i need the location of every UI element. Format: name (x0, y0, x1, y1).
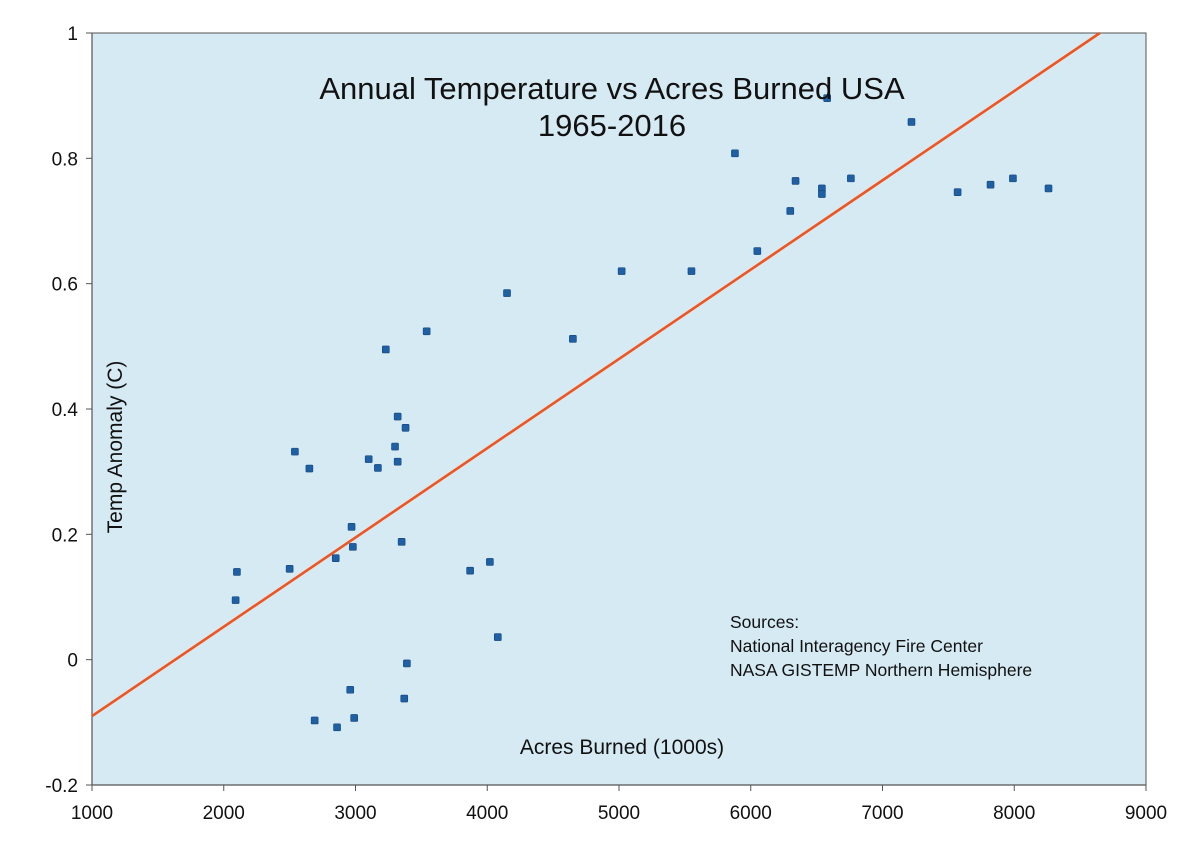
data-point (331, 554, 340, 562)
data-point (1044, 184, 1053, 193)
data-point (986, 180, 995, 189)
data-point (291, 447, 299, 456)
data-point (400, 694, 409, 703)
y-tick-label: 0.8 (52, 149, 78, 170)
x-tick-label: 8000 (993, 803, 1035, 824)
y-tick-label: 0.4 (52, 400, 79, 421)
x-tick-label: 7000 (861, 803, 903, 824)
data-point (347, 523, 356, 531)
data-point (818, 190, 826, 198)
y-tick-label: 0.6 (52, 275, 78, 296)
data-point (823, 94, 831, 102)
data-point (1009, 174, 1017, 183)
data-point (349, 543, 357, 551)
x-tick-label: 2000 (203, 803, 245, 824)
data-point (374, 464, 382, 472)
y-tick-label: 0 (67, 651, 78, 672)
data-point (397, 538, 406, 546)
source-line-nifc: National Interagency Fire Center (730, 636, 983, 656)
data-point (907, 118, 916, 126)
data-points (231, 94, 1053, 732)
trendline (91, 31, 1101, 718)
x-axis-label: Acres Burned (1000s) (520, 736, 724, 759)
source-line-nasa: NASA GISTEMP Northern Hemisphere (730, 660, 1032, 680)
data-point (503, 289, 511, 297)
x-tick-label: 6000 (730, 803, 772, 824)
data-point (953, 188, 962, 196)
data-point (393, 457, 402, 466)
data-point (687, 267, 696, 275)
data-point (731, 149, 739, 158)
data-point (422, 327, 431, 336)
data-point (350, 714, 358, 722)
x-tick-label: 4000 (466, 803, 508, 824)
trendline-layer (91, 31, 1101, 718)
sources-heading: Sources: (730, 612, 799, 632)
data-point (391, 442, 399, 451)
x-tick-label: 3000 (334, 803, 376, 824)
plot-area (91, 32, 1147, 786)
data-point (231, 596, 240, 604)
data-point (486, 558, 494, 566)
data-point (401, 423, 410, 432)
data-point (753, 247, 762, 255)
y-tick-label: 1 (67, 24, 78, 45)
data-point (791, 177, 800, 185)
data-point (617, 267, 626, 275)
x-tick-label: 5000 (598, 803, 640, 824)
y-tick-label: -0.2 (45, 776, 78, 797)
data-point (382, 345, 390, 354)
chart-title: Annual Temperature vs Acres Burned USA (319, 71, 905, 106)
y-axis-ticks: -0.2 0 0.2 0.4 0.6 0.8 1 (45, 24, 92, 797)
data-point (786, 207, 795, 215)
data-point (310, 716, 319, 725)
data-point (403, 659, 411, 668)
data-point (333, 723, 341, 732)
data-point (233, 568, 241, 576)
data-point (569, 335, 577, 343)
data-point (466, 566, 474, 575)
data-point (393, 412, 402, 421)
chart-subtitle: 1965-2016 (538, 108, 686, 143)
y-axis-label: Temp Anomaly (C) (104, 361, 127, 534)
x-tick-label: 1000 (71, 803, 113, 824)
data-point (493, 633, 502, 641)
data-point (847, 174, 855, 183)
data-point (364, 455, 373, 463)
x-tick-label: 9000 (1125, 803, 1167, 824)
data-point (285, 564, 294, 573)
x-axis-ticks: 1000 2000 3000 4000 5000 6000 7000 8000 9000 (71, 785, 1167, 824)
y-tick-label: 0.2 (52, 525, 78, 546)
data-point (346, 685, 355, 694)
data-point (305, 464, 314, 473)
